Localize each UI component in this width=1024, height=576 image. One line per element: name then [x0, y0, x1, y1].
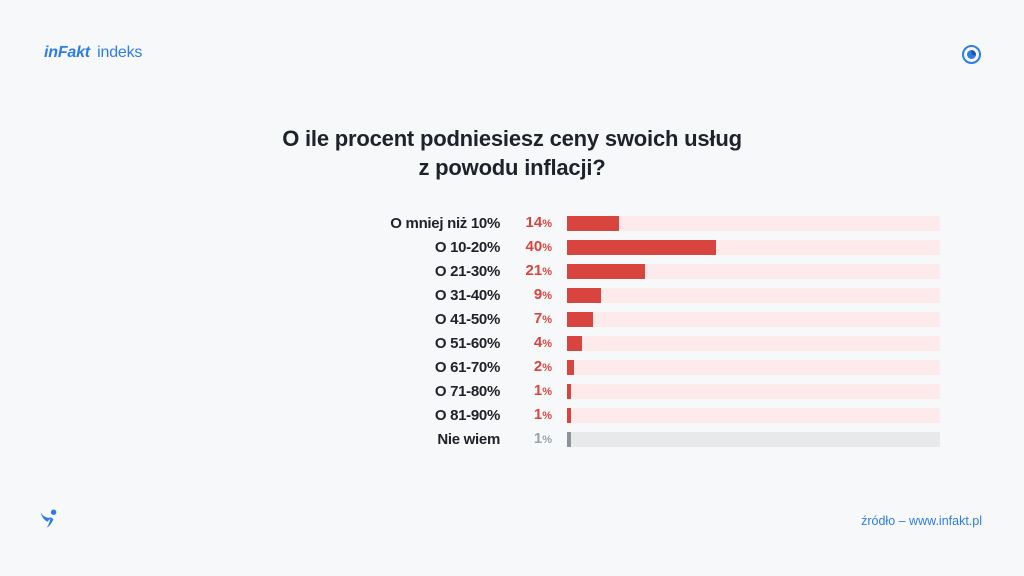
- bar-track: [567, 359, 940, 375]
- bar-fill: [567, 431, 571, 447]
- value-number: 40: [525, 238, 543, 255]
- value-label: 1%: [500, 430, 552, 448]
- value-number: 9: [533, 286, 543, 303]
- chart-row: O 41-50% 7%: [385, 307, 940, 331]
- bar-track: [567, 239, 940, 255]
- bar-fill: [567, 407, 571, 423]
- percent-sign: %: [542, 314, 552, 326]
- percent-sign: %: [542, 290, 552, 302]
- value-number: 1: [533, 406, 543, 423]
- category-label: O 61-70%: [434, 358, 500, 376]
- value-label: 14%: [500, 214, 552, 232]
- category-label: O 81-90%: [434, 406, 500, 424]
- chart-row: O 61-70% 2%: [385, 355, 940, 379]
- percent-sign: %: [542, 434, 552, 446]
- percent-sign: %: [542, 218, 552, 230]
- bar-fill: [567, 287, 601, 303]
- value-number: 1: [533, 430, 543, 447]
- bar-fill: [567, 311, 594, 327]
- category-label: O mniej niż 10%: [390, 214, 500, 232]
- bar-fill: [567, 215, 620, 231]
- chart-row: Nie wiem 1%: [385, 427, 940, 451]
- chart-title-line1: O ile procent podniesiesz ceny swoich us…: [282, 126, 742, 151]
- value-label: 2%: [500, 358, 552, 376]
- percent-sign: %: [542, 338, 552, 350]
- percent-sign: %: [542, 362, 552, 374]
- category-label: O 21-30%: [434, 262, 500, 280]
- bar-track: [567, 431, 940, 447]
- value-label: 40%: [500, 238, 552, 256]
- bar-track: [567, 287, 940, 303]
- chart-row: O 10-20% 40%: [385, 235, 940, 259]
- bar-track: [567, 311, 940, 327]
- bar-fill: [567, 239, 717, 255]
- chart-title-line2: z powodu inflacji?: [418, 155, 606, 180]
- category-label: O 71-80%: [434, 382, 500, 400]
- chart-row: O 31-40% 9%: [385, 283, 940, 307]
- horizontal-bar-chart: O mniej niż 10% 14% O 10-20% 40% O 21-30…: [385, 211, 940, 451]
- category-label: O 51-60%: [434, 334, 500, 352]
- value-label: 4%: [500, 334, 552, 352]
- category-label: Nie wiem: [437, 430, 500, 448]
- category-label: O 10-20%: [434, 238, 500, 256]
- value-label: 1%: [500, 406, 552, 424]
- bar-track: [567, 383, 940, 399]
- chart-title: O ile procent podniesiesz ceny swoich us…: [0, 124, 1024, 182]
- category-label: O 31-40%: [434, 286, 500, 304]
- infakt-indeks-logo: inFakt indeks: [44, 44, 142, 62]
- percent-sign: %: [542, 266, 552, 278]
- infakt-bird-icon: [40, 509, 57, 528]
- value-label: 9%: [500, 286, 552, 304]
- chart-row: O 21-30% 21%: [385, 259, 940, 283]
- chart-row: O 51-60% 4%: [385, 331, 940, 355]
- source-attribution: źródło – www.infakt.pl: [861, 514, 982, 528]
- logo-brand-text: inFakt: [44, 44, 90, 61]
- value-number: 4: [533, 334, 543, 351]
- record-target-icon: [962, 45, 981, 64]
- record-target-icon-dot: [967, 50, 976, 59]
- chart-row: O 81-90% 1%: [385, 403, 940, 427]
- percent-sign: %: [542, 410, 552, 422]
- value-label: 1%: [500, 382, 552, 400]
- bar-fill: [567, 359, 575, 375]
- value-number: 1: [533, 382, 543, 399]
- logo-suffix-text: indeks: [97, 44, 143, 61]
- bar-fill: [567, 335, 582, 351]
- bar-fill: [567, 383, 571, 399]
- value-label: 7%: [500, 310, 552, 328]
- bar-track: [567, 215, 940, 231]
- value-number: 21: [525, 262, 543, 279]
- bar-fill: [567, 263, 646, 279]
- category-label: O 41-50%: [434, 310, 500, 328]
- value-label: 21%: [500, 262, 552, 280]
- percent-sign: %: [542, 386, 552, 398]
- bar-track: [567, 407, 940, 423]
- bar-track: [567, 335, 940, 351]
- value-number: 14: [525, 214, 543, 231]
- chart-row: O 71-80% 1%: [385, 379, 940, 403]
- percent-sign: %: [542, 242, 552, 254]
- value-number: 7: [533, 310, 543, 327]
- chart-row: O mniej niż 10% 14%: [385, 211, 940, 235]
- value-number: 2: [533, 358, 543, 375]
- bar-track: [567, 263, 940, 279]
